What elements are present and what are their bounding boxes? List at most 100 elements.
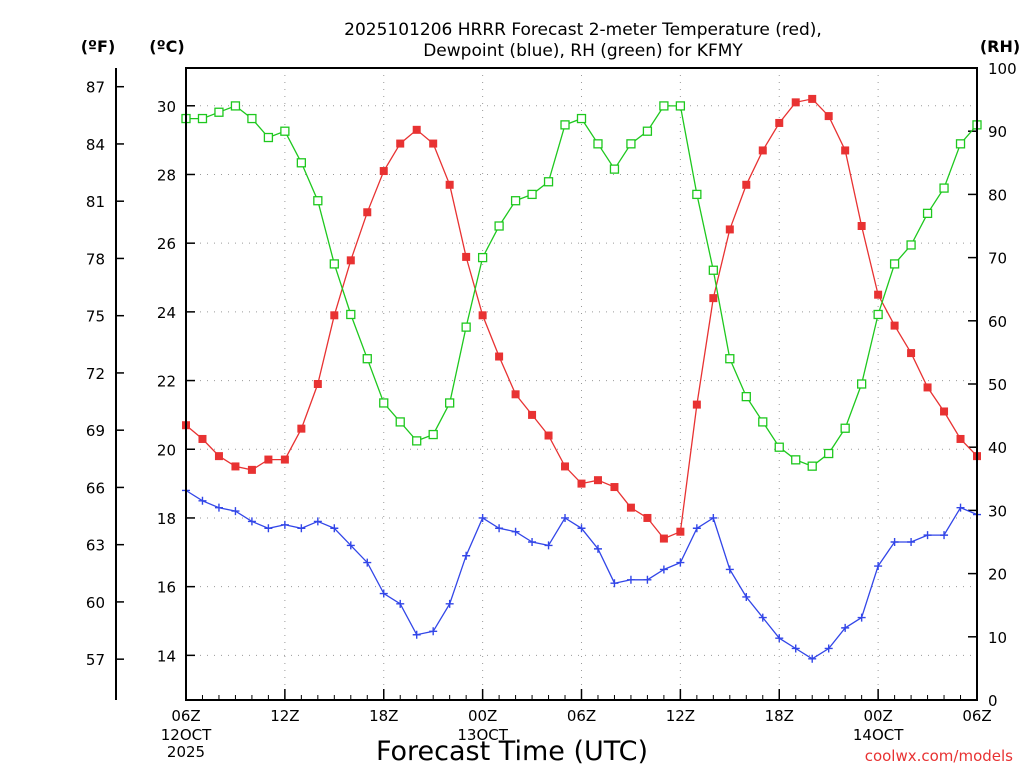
data-series <box>181 94 982 663</box>
dewpoint-marker <box>280 520 289 529</box>
temperature-marker <box>379 167 388 176</box>
dewpoint-marker <box>313 517 322 526</box>
temperature-marker <box>264 455 273 464</box>
dewpoint-marker <box>890 538 899 546</box>
celsius-tick-label: 22 <box>157 373 176 391</box>
time-tick-label: 18Z <box>765 707 794 725</box>
temperature-marker <box>577 479 586 488</box>
temperature-marker <box>923 383 932 392</box>
dewpoint-marker <box>544 541 553 550</box>
temperature-marker <box>396 139 405 148</box>
fahrenheit-tick-label: 81 <box>86 193 105 211</box>
fahrenheit-tick-label: 75 <box>86 308 105 326</box>
temperature-marker <box>692 400 701 409</box>
dewpoint-marker <box>561 513 570 522</box>
temperature-marker <box>824 112 833 121</box>
dewpoint-marker <box>593 544 602 553</box>
time-tick-label: 00Z <box>468 707 497 725</box>
temperature-marker <box>231 462 240 471</box>
rh-marker <box>395 417 405 427</box>
rh-marker <box>461 322 471 332</box>
celsius-tick-label: 24 <box>157 304 176 322</box>
dewpoint-marker <box>758 613 767 622</box>
fahrenheit-tick-label: 78 <box>86 250 105 268</box>
dewpoint-marker <box>610 579 619 588</box>
temperature-marker <box>890 321 899 330</box>
temperature-marker <box>412 125 421 134</box>
temperature-marker <box>478 311 487 320</box>
temperature-marker <box>940 407 949 416</box>
rh-marker <box>576 113 587 124</box>
temperature-marker <box>775 118 784 127</box>
temperature-marker <box>346 256 355 265</box>
dewpoint-marker <box>692 524 701 533</box>
rh-marker <box>939 183 949 193</box>
temperature-marker <box>330 311 339 320</box>
time-tick-label: 00Z <box>863 707 892 725</box>
dewpoint-marker <box>379 589 388 598</box>
time-tick-label: 06Z <box>171 707 200 725</box>
rh-marker <box>379 398 389 408</box>
temperature-marker <box>280 455 289 464</box>
temperature-marker <box>429 139 438 148</box>
dewpoint-marker <box>626 575 635 584</box>
dewpoint-marker <box>478 513 487 522</box>
temperature-marker <box>626 503 635 512</box>
dewpoint-marker <box>412 630 421 639</box>
dewpoint-marker <box>247 517 256 526</box>
celsius-tick-label: 18 <box>157 510 176 528</box>
temperature-marker <box>643 513 652 522</box>
rh-marker <box>642 126 653 136</box>
rh-marker <box>280 126 290 136</box>
rh-marker <box>313 196 323 206</box>
celsius-tick-label: 20 <box>157 441 176 459</box>
dewpoint-marker <box>940 531 949 540</box>
rh-marker <box>230 101 241 111</box>
dewpoint-marker <box>511 527 520 536</box>
dewpoint-marker <box>907 538 916 546</box>
temperature-marker <box>528 410 537 419</box>
temperature-marker <box>709 294 718 303</box>
dewpoint-marker <box>528 538 537 546</box>
rh-unit-label: (RH) <box>980 37 1020 56</box>
rh-marker <box>527 189 537 200</box>
rh-marker <box>296 158 307 168</box>
dewpoint-marker <box>198 496 207 505</box>
dewpoint-marker <box>923 531 932 540</box>
temperature-marker <box>363 208 372 217</box>
rh-marker <box>840 423 850 433</box>
rh-marker <box>659 101 669 111</box>
temperature-marker <box>742 180 751 189</box>
rh-axis: 0 10 20 30 40 50 60 70 80 90 100 <box>968 60 1017 710</box>
rh-marker <box>560 120 570 130</box>
dewpoint-marker <box>231 507 240 516</box>
temperature-marker <box>462 252 471 261</box>
dewpoint-line <box>185 489 978 660</box>
dewpoint-marker <box>841 623 850 632</box>
dewpoint-marker <box>824 644 833 653</box>
rh-marker <box>791 455 801 465</box>
date-tick-label: 13OCT <box>457 726 508 744</box>
temperature-marker <box>445 180 454 189</box>
temperature-marker <box>758 146 767 155</box>
rh-marker <box>329 259 339 269</box>
dewpoint-marker <box>643 575 652 584</box>
rh-marker <box>824 448 834 459</box>
rh-marker <box>346 309 356 320</box>
dewpoint-marker <box>330 524 339 533</box>
rh-marker <box>922 208 933 219</box>
rh-tick-label: 30 <box>988 502 1007 520</box>
dewpoint-marker <box>676 558 685 567</box>
celsius-tick-label: 30 <box>157 98 176 116</box>
temperature-marker <box>247 465 256 474</box>
rh-tick-label: 40 <box>988 439 1007 457</box>
dewpoint-marker <box>429 627 438 636</box>
time-tick-label: 12Z <box>666 707 695 725</box>
dewpoint-marker <box>775 634 784 643</box>
date-tick-label: 12OCT <box>161 726 212 744</box>
rh-marker <box>412 436 422 446</box>
dewpoint-marker <box>874 562 883 571</box>
temperature-marker <box>495 352 504 361</box>
rh-marker <box>873 309 883 320</box>
dewpoint-marker <box>725 565 734 574</box>
